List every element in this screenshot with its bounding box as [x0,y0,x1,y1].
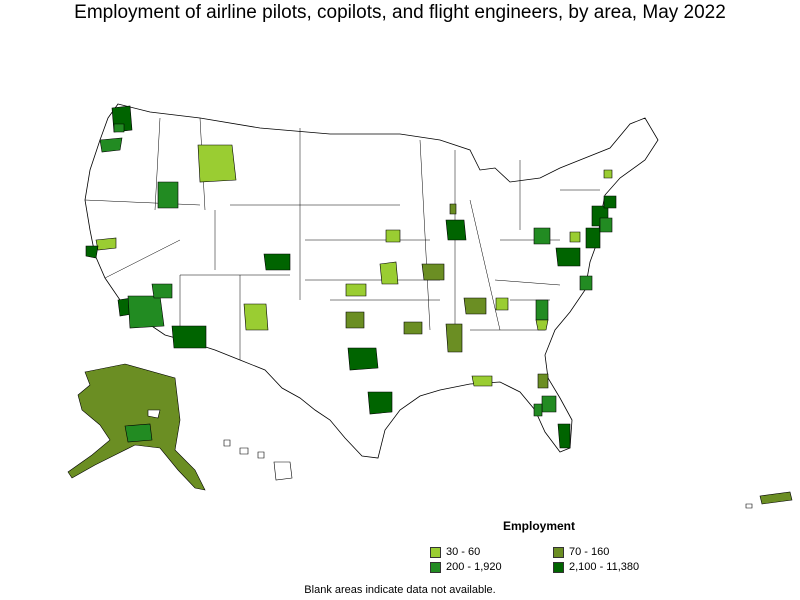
area-sacramento [95,237,117,251]
area-hartford [603,195,617,209]
area-tulsa [403,321,423,335]
area-wisconsin [449,203,457,215]
legend-label: 200 - 1,920 [446,561,502,573]
area-cincinnati [533,227,551,245]
area-kc [421,263,445,281]
area-ne-small [603,169,613,179]
legend-item-70-160: 70 - 160 [553,546,609,558]
area-houston [367,391,393,415]
legend-item-30-60: 30 - 60 [430,546,480,558]
area-memphis [463,297,487,315]
area-okc [345,311,365,329]
legend-label: 2,100 - 11,380 [569,561,640,573]
legend-swatch [553,561,564,573]
area-orlando [541,395,557,413]
metro-areas [85,105,617,449]
area-georgia-s [535,319,549,331]
area-boise [157,181,179,209]
alaska [67,363,206,491]
area-nj [599,217,613,233]
area-jacksonville [537,373,549,389]
area-norfolk [579,275,593,291]
area-pa [569,231,581,243]
area-charlotte [555,247,581,267]
area-wa-east [113,123,125,133]
area-montana [197,144,237,183]
area-tucson [171,325,207,349]
legend-swatch [553,546,564,558]
area-wichita-2 [345,283,367,297]
area-portland [99,137,123,153]
area-wichita-1 [379,261,399,285]
legend-label: 30 - 60 [446,546,481,558]
legend-title: Employment [503,519,576,533]
area-jackson [445,323,463,353]
legend-item-2100-11380: 2,100 - 11,380 [553,561,639,573]
area-chicago [445,219,467,241]
area-denver [263,253,291,271]
area-dc [585,227,601,249]
map-title: Employment of airline pilots, copilots, … [74,2,726,23]
area-miami [557,423,571,449]
puerto-rico [745,491,793,509]
legend-swatch [430,561,441,573]
hawaii [223,439,293,481]
area-atlanta [535,299,549,321]
area-las-vegas [151,283,173,299]
area-nashville [495,297,509,311]
area-phoenix [127,295,165,329]
area-mobile [471,375,493,387]
area-minneapolis [385,229,401,243]
area-albuquerque [243,303,269,331]
legend-item-200-1920: 200 - 1,920 [430,561,502,573]
legend-swatch [430,546,441,558]
footnote: Blank areas indicate data not available. [304,584,496,596]
area-tampa [533,403,543,417]
area-sf [85,245,99,259]
legend-label: 70 - 160 [569,546,610,558]
area-dallas [347,347,379,371]
